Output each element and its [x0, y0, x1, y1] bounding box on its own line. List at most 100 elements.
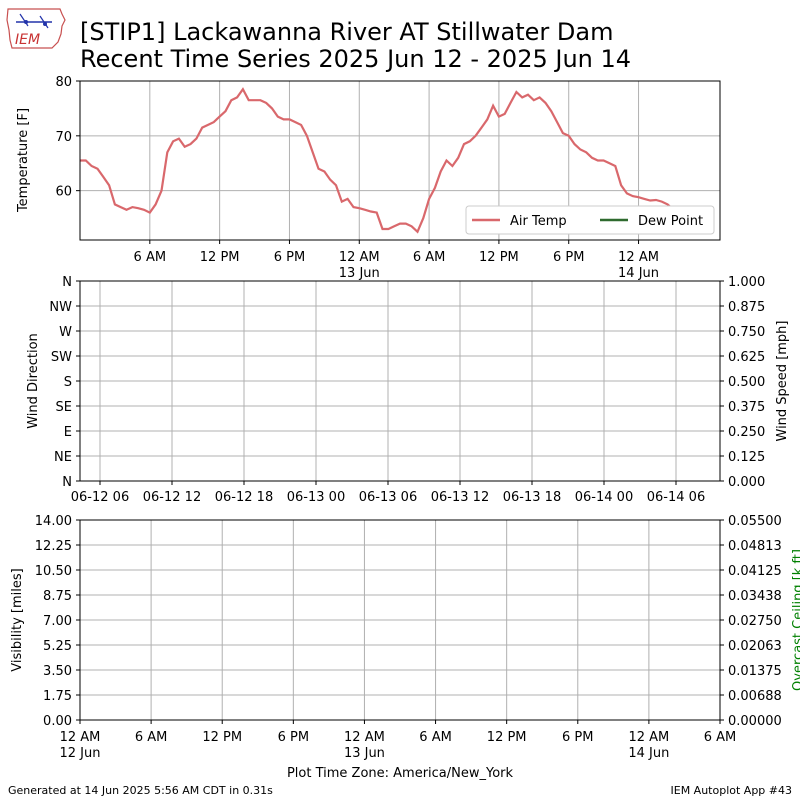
iem-logo: IEM: [6, 8, 66, 49]
visibility-tick-label: 7.00: [43, 614, 72, 629]
temperature-x-tick-label: 6 AM: [134, 250, 167, 265]
ceiling-tick-label: 0.04125: [728, 564, 782, 579]
visibility-x-tick-label: 6 AM: [419, 730, 452, 745]
wind-x-tick-label: 06-13 18: [503, 490, 561, 505]
visibility-axis-label: Visibility [miles]: [10, 568, 25, 671]
wind-speed-tick-label: 0.750: [728, 325, 765, 340]
legend-frame: [465, 205, 715, 235]
temperature-y-tick-label: 60: [55, 185, 72, 200]
wind-x-tick-label: 06-13 12: [431, 490, 489, 505]
wind-direction-ticks: N NE E SE S SW W NW N: [49, 275, 80, 490]
wind-direction-tick-label: S: [64, 375, 72, 390]
generated-footer: Generated at 14 Jun 2025 5:56 AM CDT in …: [8, 784, 273, 797]
visibility-x-tick-label: 6 PM: [562, 730, 593, 745]
chart-title-line2: Recent Time Series 2025 Jun 12 - 2025 Ju…: [80, 45, 631, 73]
temperature-x-tick-label: 6 PM: [553, 250, 584, 265]
wind-x-tick-label: 06-13 00: [287, 490, 345, 505]
wind-direction-tick-label: NE: [54, 450, 72, 465]
wind-grid: [80, 280, 720, 482]
temperature-x-tick-label: 12 PM: [479, 250, 519, 265]
visibility-x-tick-date: 12 Jun: [60, 746, 101, 761]
ceiling-tick-label: 0.00688: [728, 689, 782, 704]
wind-speed-tick-label: 0.500: [728, 375, 765, 390]
wind-speed-axis-label: Wind Speed [mph]: [775, 321, 790, 442]
temperature-axes-frame: [79, 80, 721, 241]
wind-direction-tick-label: SE: [56, 400, 72, 415]
ceiling-tick-label: 0.02750: [728, 614, 782, 629]
wind-x-tick-label: 06-12 12: [143, 490, 201, 505]
visibility-x-tick-label: 12 PM: [202, 730, 242, 745]
wind-direction-tick-label: NW: [49, 300, 72, 315]
temperature-x-tick-label: 12 AM: [618, 250, 659, 265]
wind-x-tick-label: 06-14 00: [575, 490, 633, 505]
logo-station-line-3: [39, 15, 49, 29]
visibility-x-tick-label: 12 AM: [60, 730, 101, 745]
air-temp-series-line: [80, 87, 715, 234]
visibility-x-tick-label: 6 AM: [135, 730, 168, 745]
visibility-tick-label: 3.50: [43, 664, 72, 679]
wind-direction-tick-label: W: [59, 325, 72, 340]
visibility-tick-label: 0.00: [43, 714, 72, 729]
wind-direction-tick-label: SW: [51, 350, 72, 365]
visibility-x-tick-date: 13 Jun: [344, 746, 385, 761]
visibility-x-tick-label: 6 PM: [278, 730, 309, 745]
temperature-y-tick-label: 80: [55, 75, 72, 90]
wind-speed-tick-label: 0.875: [728, 300, 765, 315]
visibility-panel: 0.001.753.505.257.008.7510.5012.2514.00 …: [10, 514, 800, 761]
legend-air-temp-label: Air Temp: [510, 214, 567, 229]
temperature-x-tick-date: 13 Jun: [339, 266, 380, 281]
visibility-axes-frame: [79, 519, 721, 721]
ceiling-tick-label: 0.01375: [728, 664, 782, 679]
visibility-tick-label: 1.75: [43, 689, 72, 704]
temperature-x-tick-label: 6 PM: [274, 250, 305, 265]
logo-text: IEM: [15, 32, 40, 48]
wind-x-tick-label: 06-14 06: [647, 490, 705, 505]
temperature-legend: Air Temp Dew Point: [465, 205, 715, 235]
temperature-x-tick-label: 12 AM: [339, 250, 380, 265]
chart-title-line1: [STIP1] Lackawanna River AT Stillwater D…: [80, 18, 614, 46]
wind-speed-tick-label: 0.250: [728, 425, 765, 440]
temperature-y-ticks: 60 70 80: [55, 75, 80, 200]
wind-x-tick-label: 06-13 06: [359, 490, 417, 505]
ceiling-tick-label: 0.04813: [728, 539, 782, 554]
wind-direction-tick-label: N: [62, 275, 72, 290]
temperature-x-tick-label: 12 PM: [200, 250, 240, 265]
wind-direction-tick-label: N: [62, 475, 72, 490]
wind-direction-tick-label: E: [64, 425, 72, 440]
visibility-tick-label: 14.00: [35, 514, 72, 529]
iowa-state-outline: [6, 8, 66, 49]
wind-x-tick-label: 06-12 06: [71, 490, 129, 505]
wind-x-ticks: 06-12 06 06-12 12 06-12 18 06-13 00 06-13 06…: [71, 481, 705, 505]
wind-axes-frame: [79, 280, 721, 482]
ceiling-tick-label: 0.02063: [728, 639, 782, 654]
temperature-x-tick-label: 6 AM: [413, 250, 446, 265]
logo-station-dot: [24, 20, 28, 24]
visibility-tick-label: 5.25: [43, 639, 72, 654]
ceiling-ticks: 0.00000 0.00688 0.01375 0.02063 0.02750 0.034…: [720, 514, 782, 729]
wind-speed-ticks: 0.000 0.125 0.250 0.375 0.500 0.625 0.750 0.875…: [720, 275, 765, 490]
visibility-ticks: 0.00 1.75 3.50 5.25 7.00 8.75 10.50 12.25 14.00: [35, 514, 80, 729]
wind-speed-tick-label: 0.000: [728, 475, 765, 490]
ceiling-tick-label: 0.00000: [728, 714, 782, 729]
wind-speed-tick-label: 0.125: [728, 450, 765, 465]
wind-x-tick-label: 06-12 18: [215, 490, 273, 505]
visibility-x-tick-label: 12 PM: [487, 730, 527, 745]
visibility-tick-label: 12.25: [35, 539, 72, 554]
plot-timezone-label: Plot Time Zone: America/New_York: [287, 766, 514, 781]
visibility-x-tick-label: 6 AM: [704, 730, 737, 745]
autoplot-app-footer: IEM Autoplot App #43: [671, 784, 793, 797]
ceiling-tick-label: 0.03438: [728, 589, 782, 604]
ceiling-tick-label: 0.05500: [728, 514, 782, 529]
legend-dew-point-label: Dew Point: [638, 214, 703, 229]
visibility-x-tick-label: 12 AM: [628, 730, 669, 745]
logo-station-dot: [43, 22, 47, 26]
temperature-y-axis-label: Temperature [F]: [16, 108, 31, 213]
logo-station-line-2: [19, 13, 29, 27]
wind-speed-tick-label: 0.625: [728, 350, 765, 365]
wind-speed-tick-label: 1.000: [728, 275, 765, 290]
wind-speed-tick-label: 0.375: [728, 400, 765, 415]
